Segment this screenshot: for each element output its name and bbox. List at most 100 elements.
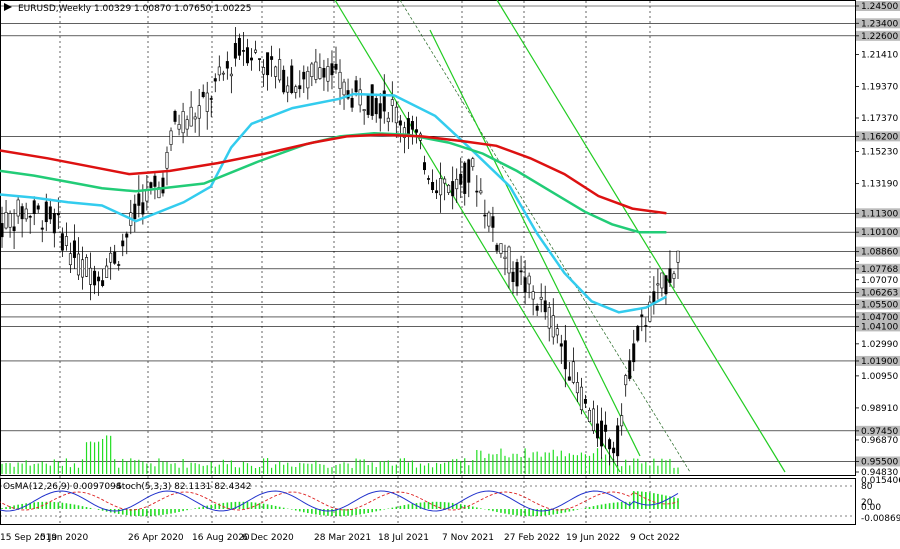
time-tick-label: 5 Jan 2020: [40, 533, 88, 543]
price-axis: 1.24500 1.23400 1.22600 1.21410 1.19370 1.173…: [855, 1, 900, 478]
price-tick-label: 0.98910: [861, 404, 898, 414]
candle-body: [121, 240, 125, 247]
price-tick-label: 1.01900: [861, 357, 898, 367]
candle-body: [322, 68, 326, 78]
candle-body: [278, 59, 282, 81]
candle-body: [149, 182, 153, 188]
price-label-box: [856, 287, 900, 298]
candle-body: [596, 423, 600, 439]
candle-body: [640, 314, 644, 317]
candle-body: [4, 212, 8, 229]
candle-body: [495, 244, 499, 251]
candle-body: [169, 130, 173, 145]
time-tick-label: 9 Oct 2022: [630, 533, 680, 543]
candle-body: [656, 283, 660, 286]
candle-body: [386, 117, 390, 123]
indicator-axis: 0.015406480 200.00-0.008692: [861, 476, 900, 524]
candle-body: [117, 264, 121, 266]
price-tick-label: 1.24500: [861, 2, 898, 12]
candle-body: [503, 256, 507, 259]
candle-body: [145, 189, 149, 202]
candle-body: [245, 47, 249, 64]
candle-body: [527, 275, 531, 285]
candle-body: [628, 360, 632, 379]
candle-body: [177, 124, 181, 130]
candle-body: [467, 159, 471, 183]
candle-body: [306, 70, 310, 89]
stoch-main-line: [0, 490, 679, 512]
candle-body: [499, 243, 503, 254]
candle-body: [447, 184, 451, 193]
price-tick-label: 1.11300: [861, 209, 898, 219]
candle-body: [632, 343, 636, 363]
candle-body: [459, 173, 463, 185]
candle-body: [672, 273, 676, 279]
candle-body: [89, 267, 93, 285]
candle-body: [24, 208, 28, 220]
candle-body: [455, 178, 459, 190]
candle-body: [76, 253, 80, 276]
candle-body: [543, 300, 547, 313]
candle-body: [16, 199, 20, 217]
candle-body: [354, 80, 358, 93]
candle-body: [427, 178, 431, 180]
price-tick-label: 1.06263: [861, 288, 898, 298]
candle-body: [20, 206, 24, 220]
candle-body: [519, 270, 523, 273]
candle-body: [237, 37, 241, 56]
candle-body: [608, 439, 612, 450]
ma-line: [0, 92, 667, 314]
candle-body: [491, 216, 495, 228]
price-tick-label: 1.10100: [861, 228, 898, 238]
candle-body: [282, 69, 286, 93]
candle-body: [109, 252, 113, 263]
candle-body: [105, 265, 109, 278]
channel-line: [429, 29, 641, 457]
candle-body: [270, 56, 274, 60]
price-tick-label: 1.16200: [861, 132, 898, 142]
candle-body: [225, 61, 229, 69]
candle-body: [370, 84, 374, 116]
price-tick-label: 0.96870: [861, 436, 898, 446]
candle-body: [266, 52, 270, 76]
candle-body: [382, 90, 386, 112]
price-label-box: [856, 1, 900, 11]
price-label-box: [856, 208, 900, 219]
candle-body: [435, 190, 439, 194]
candle-body: [48, 206, 52, 220]
price-label-box: [856, 311, 900, 322]
price-label-box: [856, 355, 900, 366]
candle-body: [72, 240, 76, 258]
candle-body: [648, 301, 652, 322]
price-tick-label: 1.08235: [861, 257, 898, 267]
indicator-tick-label: -0.008692: [861, 514, 900, 524]
candle-body: [254, 49, 258, 53]
candle-body: [133, 203, 137, 220]
candle-body: [12, 226, 16, 232]
price-tick-label: 1.05500: [861, 300, 898, 310]
candle-body: [592, 408, 596, 431]
main-panel-frame: [0, 0, 856, 476]
candle-body: [567, 376, 571, 381]
channel-line: [334, 0, 621, 473]
price-label-box: [856, 246, 900, 257]
price-tick-label: 0.94830: [861, 468, 898, 478]
candle-body: [338, 71, 342, 89]
vertical-grid: [0, 1, 651, 524]
candle-body: [443, 178, 447, 184]
candle-body: [249, 57, 253, 61]
candle-body: [8, 213, 12, 228]
candle-body: [201, 91, 205, 98]
candle-body: [44, 201, 48, 223]
candle-body: [378, 103, 382, 119]
candle-body: [587, 410, 591, 423]
candle-body: [173, 110, 177, 122]
candle-body: [410, 121, 414, 130]
candle-body: [294, 86, 298, 93]
price-tick-label: 1.07768: [861, 265, 898, 275]
candle-body: [205, 92, 209, 112]
indicator-tick-label: 0.0154064: [861, 476, 900, 486]
price-label-box: [856, 30, 900, 41]
